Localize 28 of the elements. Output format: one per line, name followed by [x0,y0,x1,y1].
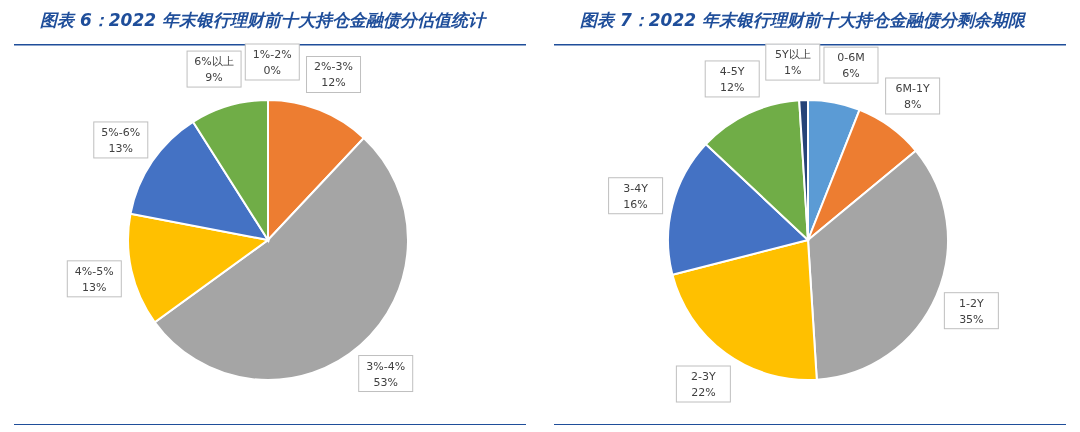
chart-title: 图表 7：2022 年末银行理财前十大持仓金融债分剩余期限 [580,10,1027,30]
data-label: 9% [205,71,223,85]
slice-label: 4%-5% [74,264,114,278]
data-label: 22% [691,386,716,400]
chart-title: 图表 6：2022 年末银行理财前十大持仓金融债分估值统计 [40,10,488,30]
slice-label: 5Y以上 [774,48,811,62]
slice-label: 3-4Y [623,181,649,195]
category-label: 1%-2% [252,48,292,61]
slice-label: 4-5Y [719,64,745,78]
data-label: 16% [623,197,648,211]
slice-label: 6%以上 [194,55,234,69]
data-label: 13% [108,141,134,155]
slice-label: 1-2Y [959,296,984,310]
slice-label: 6M-1Y [895,81,930,95]
data-label: 8% [903,97,922,111]
slice-label: 3%-4% [366,359,406,373]
data-label: 1% [784,64,802,78]
data-label: 6% [842,67,860,81]
data-label: 12% [321,76,346,90]
data-label: 53% [373,375,398,389]
data-label: 13% [82,280,107,294]
text: 0% [263,64,281,77]
slice-label: 0-6M [837,51,865,65]
data-label: 35% [959,312,984,326]
data-label: 12% [719,80,745,94]
slice-label: 2%-3% [314,60,353,74]
slice-label: 5%-6% [101,125,141,139]
slice-label: 2-3Y [691,370,716,384]
